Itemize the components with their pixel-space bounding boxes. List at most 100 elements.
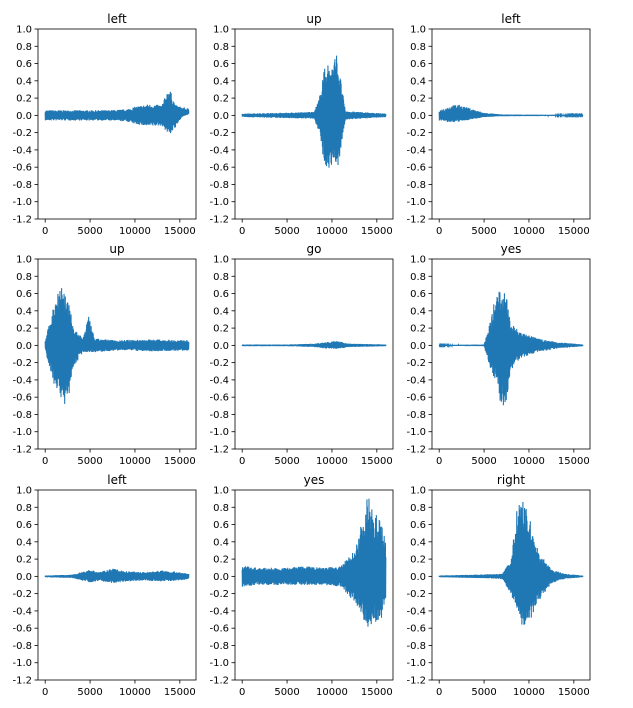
y-tick-label: 1.0 bbox=[213, 255, 229, 266]
subplot-8: yes 1.0 0.8 0.6 0.4 0.2 0.0 -0.2 -0.4 -0.6 -0.8 -1.… bbox=[209, 473, 394, 698]
axes-frame bbox=[431, 489, 591, 681]
axes-frame bbox=[234, 489, 394, 681]
y-tick-label: 0.4 bbox=[213, 76, 229, 87]
y-tick-label: -0.4 bbox=[209, 606, 229, 617]
y-tick-label: 0.4 bbox=[410, 306, 426, 317]
x-tick-label: 10000 bbox=[513, 456, 545, 467]
y-tick-label: -0.8 bbox=[209, 410, 229, 421]
y-tick-label: 1.0 bbox=[16, 255, 32, 266]
subplot-title: left bbox=[107, 473, 127, 487]
y-tick-label: 0.6 bbox=[410, 289, 426, 300]
x-tick-label: 5000 bbox=[274, 226, 299, 237]
y-tick-label: -0.8 bbox=[406, 410, 426, 421]
x-tick-label: 5000 bbox=[77, 226, 102, 237]
y-tick-label: 1.0 bbox=[410, 486, 426, 497]
y-tick-label: -1.2 bbox=[406, 215, 426, 226]
y-tick-label: -0.6 bbox=[406, 163, 426, 174]
x-tick-label: 15000 bbox=[164, 226, 196, 237]
y-tick-label: -0.6 bbox=[209, 624, 229, 635]
x-tick-label: 10000 bbox=[513, 226, 545, 237]
y-tick-label: -0.6 bbox=[12, 163, 32, 174]
y-tick-label: -1.2 bbox=[406, 445, 426, 456]
subplot-title: left bbox=[107, 12, 127, 26]
subplot-6: yes 1.0 0.8 0.6 0.4 0.2 0.0 -0.2 -0.4 -0.6 -0.8 -1.… bbox=[406, 242, 591, 467]
x-tick-label: 15000 bbox=[558, 456, 590, 467]
y-tick-label: 0.6 bbox=[213, 59, 229, 70]
x-tick-label: 5000 bbox=[471, 226, 496, 237]
waveform-line bbox=[438, 104, 584, 123]
x-tick-label: 5000 bbox=[77, 456, 102, 467]
y-tick-label: -0.2 bbox=[209, 589, 229, 600]
x-tick-label: 5000 bbox=[274, 456, 299, 467]
y-tick-label: -0.2 bbox=[406, 358, 426, 369]
x-tick-label: 10000 bbox=[316, 456, 348, 467]
waveform-line bbox=[44, 288, 190, 404]
y-tick-label: 0.8 bbox=[213, 272, 229, 283]
y-tick-label: -0.8 bbox=[406, 641, 426, 652]
subplot-title: yes bbox=[304, 473, 325, 487]
y-tick-label: 0.8 bbox=[213, 42, 229, 53]
waveform-line bbox=[438, 291, 584, 406]
y-tick-label: -0.6 bbox=[209, 163, 229, 174]
y-tick-label: 0.4 bbox=[410, 76, 426, 87]
x-tick-label: 5000 bbox=[471, 687, 496, 698]
waveform-line bbox=[241, 341, 387, 349]
y-tick-label: -0.4 bbox=[209, 145, 229, 156]
y-tick-label: 1.0 bbox=[213, 486, 229, 497]
y-tick-label: 0.8 bbox=[213, 503, 229, 514]
x-tick-label: 10000 bbox=[513, 687, 545, 698]
subplot-2: up 1.0 0.8 0.6 0.4 0.2 0.0 -0.2 -0.4 -0.6 -0.8 -1.0… bbox=[209, 12, 394, 237]
y-tick-label: 1.0 bbox=[410, 25, 426, 36]
x-tick-label: 5000 bbox=[471, 456, 496, 467]
y-tick-label: 0.2 bbox=[213, 324, 229, 335]
y-tick-label: -0.8 bbox=[12, 641, 32, 652]
y-tick-label: 0.4 bbox=[410, 537, 426, 548]
waveform-line bbox=[438, 501, 584, 625]
subplot-5: go 1.0 0.8 0.6 0.4 0.2 0.0 -0.2 -0.4 -0.6 -0.8 -1.0… bbox=[209, 242, 394, 467]
subplot-title: yes bbox=[501, 242, 522, 256]
y-tick-label: -0.4 bbox=[406, 375, 426, 386]
y-tick-label: 0.8 bbox=[16, 272, 32, 283]
y-tick-label: 0.6 bbox=[410, 59, 426, 70]
y-tick-label: 0.0 bbox=[16, 572, 32, 583]
y-tick-label: -1.2 bbox=[12, 445, 32, 456]
y-tick-label: 1.0 bbox=[410, 255, 426, 266]
x-tick-label: 10000 bbox=[316, 226, 348, 237]
y-tick-label: -1.0 bbox=[209, 427, 229, 438]
waveform-line bbox=[241, 498, 387, 627]
subplot-3: left 1.0 0.8 0.6 0.4 0.2 0.0 -0.2 -0.4 -0.6 -0.8 -1… bbox=[406, 12, 591, 237]
y-tick-label: -1.2 bbox=[209, 676, 229, 687]
y-tick-label: -0.4 bbox=[12, 375, 32, 386]
y-tick-label: -0.8 bbox=[12, 410, 32, 421]
axes-frame bbox=[37, 28, 197, 220]
y-tick-label: -1.0 bbox=[406, 427, 426, 438]
x-tick-label: 10000 bbox=[316, 687, 348, 698]
y-tick-label: -1.0 bbox=[12, 658, 32, 669]
y-tick-label: 0.0 bbox=[410, 341, 426, 352]
y-tick-label: -0.6 bbox=[406, 624, 426, 635]
subplot-1: left 1.0 0.8 0.6 0.4 0.2 0.0 -0.2 -0.4 -0.6 -0.8 -1… bbox=[12, 12, 197, 237]
y-tick-label: 0.0 bbox=[16, 341, 32, 352]
y-tick-label: -1.2 bbox=[12, 676, 32, 687]
y-tick-label: 0.8 bbox=[410, 272, 426, 283]
y-tick-label: -0.6 bbox=[12, 393, 32, 404]
y-tick-label: -0.4 bbox=[209, 375, 229, 386]
axes-frame bbox=[431, 258, 591, 450]
y-tick-label: -0.4 bbox=[12, 145, 32, 156]
x-tick-label: 15000 bbox=[558, 226, 590, 237]
x-tick-label: 10000 bbox=[119, 226, 151, 237]
x-tick-label: 15000 bbox=[164, 687, 196, 698]
y-tick-label: 0.6 bbox=[410, 520, 426, 531]
axes-frame bbox=[234, 28, 394, 220]
x-tick-label: 0 bbox=[42, 226, 48, 237]
y-tick-label: 0.0 bbox=[213, 572, 229, 583]
y-tick-label: -0.2 bbox=[406, 128, 426, 139]
y-tick-label: -0.2 bbox=[12, 589, 32, 600]
axes-frame bbox=[234, 258, 394, 450]
y-tick-label: 0.2 bbox=[213, 94, 229, 105]
y-tick-label: 0.6 bbox=[16, 59, 32, 70]
y-tick-label: -0.2 bbox=[209, 358, 229, 369]
y-tick-label: 0.8 bbox=[410, 42, 426, 53]
subplot-title: left bbox=[501, 12, 521, 26]
y-tick-label: -0.2 bbox=[12, 358, 32, 369]
